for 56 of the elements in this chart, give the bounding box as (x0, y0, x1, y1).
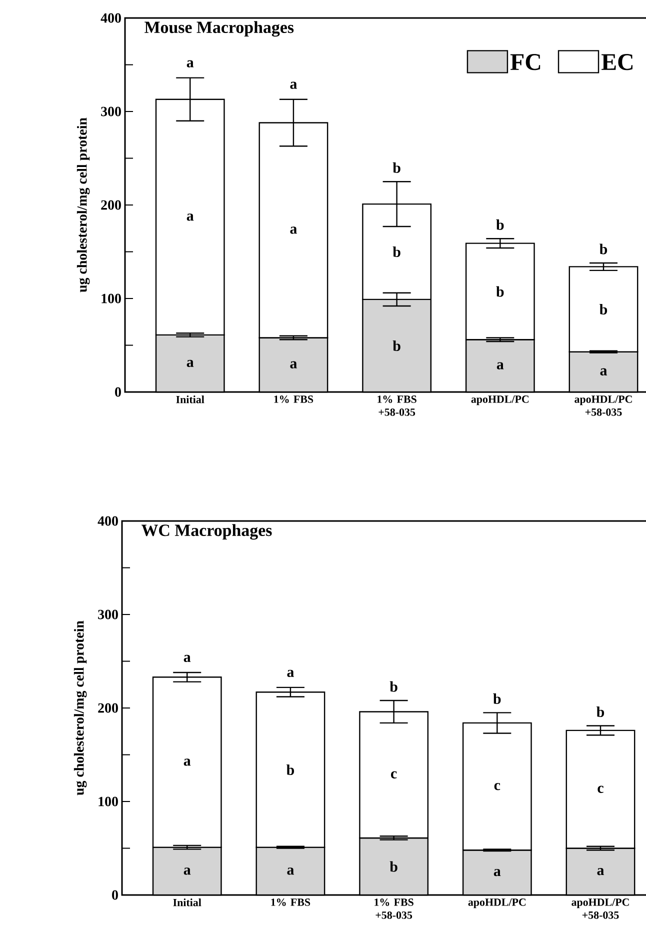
x-tick-label: 1% FBS (274, 396, 314, 403)
x-tick-label: apoHDL/PC (468, 898, 526, 908)
y-tick-label: 300 (98, 610, 118, 620)
annotation: c (391, 771, 397, 778)
annotation: b (392, 162, 400, 173)
annotation: b (390, 861, 398, 872)
y-tick-label: 0 (112, 890, 118, 900)
y-axis-title: ug cholesterol/mg cell protein (74, 620, 87, 796)
x-tick-label: apoHDL/PC +58-035 (572, 898, 629, 919)
annotation: a (184, 654, 191, 662)
y-tick-label: 400 (98, 516, 118, 526)
y-tick-label: 0 (115, 387, 121, 397)
chart-title: Mouse Macrophages (144, 21, 294, 37)
annotation: a (600, 368, 608, 376)
annotation: a (496, 362, 504, 370)
y-tick-label: 100 (98, 796, 118, 806)
annotation: a (186, 360, 194, 368)
annotation: b (286, 764, 294, 775)
annotation: b (600, 304, 608, 314)
annotation: b (392, 246, 400, 257)
annotation: a (290, 361, 297, 368)
annotation: b (496, 219, 504, 230)
y-tick-label: 100 (102, 294, 121, 304)
y-axis-title: ug cholesterol/mg cell protein (76, 118, 90, 292)
annotation: a (597, 868, 604, 876)
annotation: a (186, 60, 194, 68)
y-tick-label: 200 (101, 200, 121, 210)
annotation: a (494, 868, 501, 876)
annotation: a (184, 758, 191, 766)
x-tick-label: apoHDL/PC +58-035 (574, 396, 632, 416)
annotation: b (496, 286, 504, 297)
annotation: b (600, 244, 608, 254)
annotation: b (390, 681, 398, 692)
x-tick-label: 1% FBS (271, 898, 310, 906)
x-tick-label: Initial (176, 396, 204, 404)
annotation: a (287, 670, 294, 678)
legend-label: EC (602, 54, 632, 70)
y-tick-label: 400 (100, 13, 121, 23)
y-tick-label: 300 (101, 106, 121, 116)
x-tick-label: 1% FBS +58-035 (378, 396, 416, 416)
annotation: a (184, 868, 191, 875)
annotation: a (186, 214, 194, 221)
annotation: a (287, 868, 294, 875)
annotation: a (290, 226, 297, 234)
annotation: a (290, 82, 297, 89)
chart-title: WC Macrophages (142, 524, 272, 540)
annotation: c (598, 786, 604, 793)
legend-label: FC (510, 54, 540, 70)
annotation: b (392, 340, 400, 351)
y-tick-label: 200 (98, 703, 118, 713)
x-tick-label: 1% FBS +58-035 (374, 898, 414, 919)
annotation: b (493, 693, 501, 704)
annotation: b (596, 706, 604, 718)
annotation: c (494, 782, 500, 790)
x-tick-label: apoHDL/PC (471, 396, 529, 406)
x-tick-label: Initial (173, 898, 202, 906)
